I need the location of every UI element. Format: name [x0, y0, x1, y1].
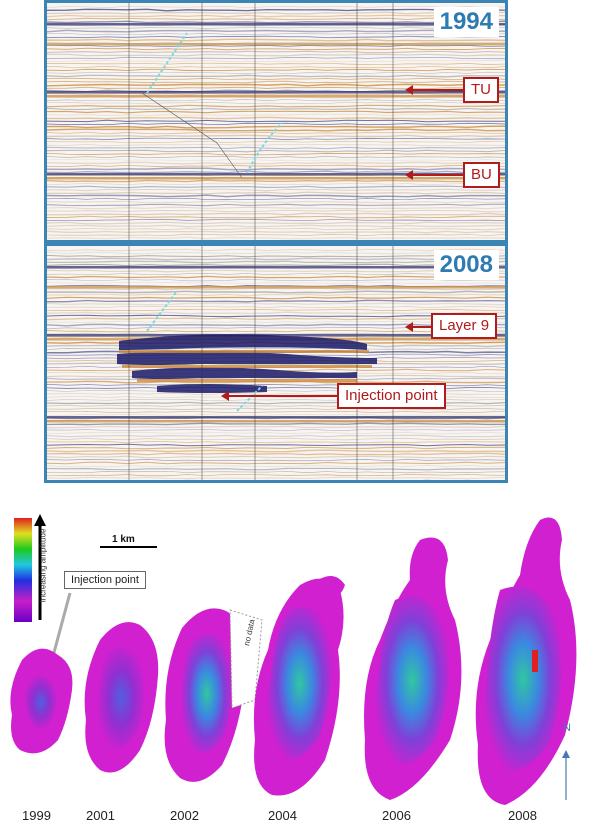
year-label-2002: 2002: [170, 808, 199, 823]
plume-2008: [475, 517, 577, 805]
seismic-section-1994: [47, 3, 505, 240]
year-label-2008: 2008: [508, 808, 537, 823]
year-tag-1994: 1994: [433, 7, 499, 37]
plume-2004: [253, 576, 345, 796]
seismic-panel-2008: 2008 Layer 9 Injection point: [44, 243, 508, 483]
scale-label: 1 km: [112, 534, 135, 545]
amplitude-axis-label: Increasing amplitude: [38, 528, 48, 603]
year-label-2001: 2001: [86, 808, 115, 823]
seismic-panel-1994: 1994 TU BU: [44, 0, 508, 243]
label-tu: TU: [463, 77, 499, 103]
arrow-tu: [405, 85, 465, 95]
plume-2001: [84, 622, 159, 773]
north-label: N: [563, 722, 571, 734]
plume-1999: [10, 648, 73, 754]
seismic-section-2008: [47, 246, 505, 480]
injection-point-label: Injection point: [64, 571, 146, 589]
label-bu: BU: [463, 162, 500, 188]
plume-2002: [164, 608, 263, 782]
year-label-1999: 1999: [22, 808, 51, 823]
plume-2006: [364, 537, 462, 800]
label-layer-9: Layer 9: [431, 313, 498, 339]
label-injection-point: Injection point: [337, 383, 446, 409]
year-label-2006: 2006: [382, 808, 411, 823]
year-tag-2008: 2008: [433, 250, 499, 280]
amplitude-color-bar: [14, 518, 32, 622]
year-label-2004: 2004: [268, 808, 297, 823]
arrow-bu: [405, 170, 465, 180]
arrow-injection-point: [221, 391, 341, 401]
